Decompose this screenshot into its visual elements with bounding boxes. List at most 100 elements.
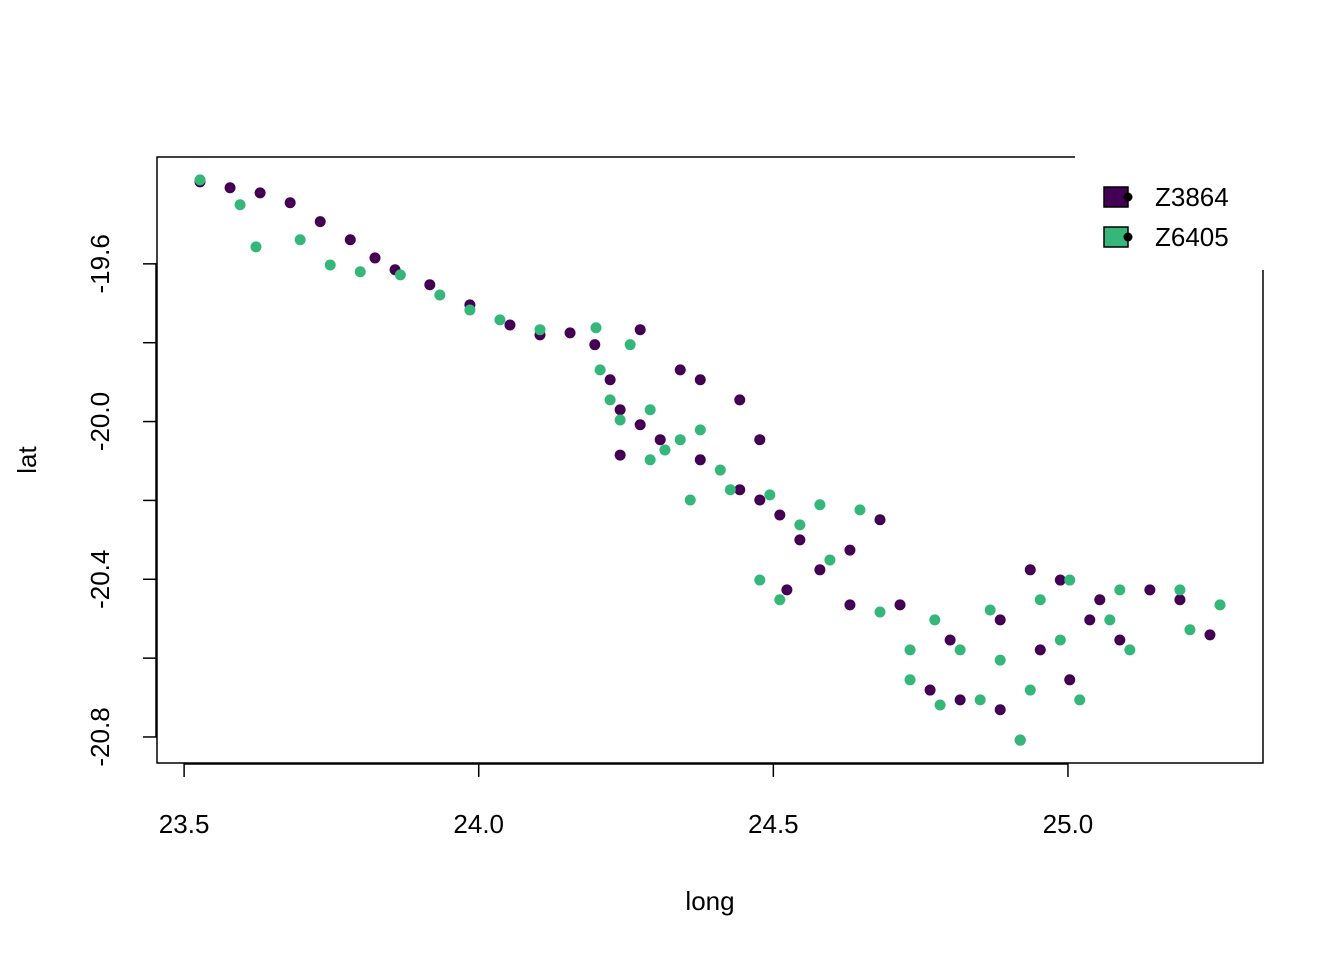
point <box>594 364 606 376</box>
point <box>369 252 381 264</box>
point <box>1174 594 1186 606</box>
point <box>954 644 966 656</box>
point <box>1034 594 1046 606</box>
point <box>589 339 601 351</box>
point <box>984 604 996 616</box>
point <box>774 509 786 521</box>
point <box>894 599 906 611</box>
point <box>824 554 836 566</box>
point <box>1024 564 1036 576</box>
point <box>1024 684 1036 696</box>
point <box>494 314 506 326</box>
legend-point <box>1123 192 1133 202</box>
point <box>954 694 966 706</box>
point <box>284 197 296 209</box>
point <box>904 674 916 686</box>
point <box>504 319 516 331</box>
point <box>724 484 736 496</box>
point <box>1094 594 1106 606</box>
point <box>590 322 602 334</box>
point <box>694 424 706 436</box>
legend-background <box>1075 156 1264 270</box>
point <box>794 534 806 546</box>
point <box>394 269 406 281</box>
x-tick-label: 24.5 <box>748 809 799 839</box>
point <box>1054 574 1066 586</box>
legend-label: Z3864 <box>1155 182 1229 212</box>
point <box>684 494 696 506</box>
point <box>614 414 626 426</box>
x-tick-label: 24.0 <box>453 809 504 839</box>
point <box>1144 584 1156 596</box>
point <box>534 324 546 336</box>
point <box>844 599 856 611</box>
point <box>754 494 766 506</box>
point <box>814 499 826 511</box>
point <box>434 289 446 301</box>
plot-frame <box>156 156 1264 764</box>
x-tick-label: 25.0 <box>1043 809 1094 839</box>
point <box>324 259 336 271</box>
point <box>194 174 206 186</box>
point <box>604 374 616 386</box>
x-tick-label: 23.5 <box>159 809 210 839</box>
point <box>854 504 866 516</box>
point <box>1074 694 1086 706</box>
point <box>754 574 766 586</box>
point <box>734 394 746 406</box>
point <box>1124 644 1136 656</box>
point <box>944 634 956 646</box>
x-axis-title: long <box>685 886 734 916</box>
point <box>624 339 636 351</box>
point <box>424 279 436 291</box>
point <box>714 464 726 476</box>
point <box>644 454 656 466</box>
point <box>1214 599 1226 611</box>
point <box>1034 644 1046 656</box>
point <box>874 606 886 618</box>
point <box>974 694 986 706</box>
point <box>1064 674 1076 686</box>
point <box>934 699 946 711</box>
point <box>694 374 706 386</box>
point <box>644 404 656 416</box>
point <box>1204 629 1216 641</box>
point <box>754 434 766 446</box>
point <box>294 234 306 246</box>
point <box>764 489 776 501</box>
point <box>781 584 793 596</box>
point <box>1104 614 1116 626</box>
point <box>344 234 356 246</box>
point <box>694 454 706 466</box>
point <box>929 614 941 626</box>
point <box>604 394 616 406</box>
legend-label: Z6405 <box>1155 222 1229 252</box>
point <box>1064 574 1076 586</box>
point <box>250 241 262 253</box>
point <box>1054 634 1066 646</box>
point <box>234 199 246 211</box>
y-tick-label: -19.6 <box>85 234 115 293</box>
point <box>314 216 326 228</box>
point <box>774 594 786 606</box>
point <box>464 304 476 316</box>
point <box>874 514 886 526</box>
point <box>224 182 236 194</box>
point <box>614 449 626 461</box>
y-tick-label: -20.8 <box>85 707 115 766</box>
point <box>1184 624 1196 636</box>
point <box>254 187 266 199</box>
point <box>1174 584 1186 596</box>
point <box>994 704 1006 716</box>
point <box>564 327 576 339</box>
point <box>1114 634 1126 646</box>
point <box>1084 614 1096 626</box>
point <box>994 654 1006 666</box>
point <box>1114 584 1126 596</box>
y-tick-label: -20.0 <box>85 392 115 451</box>
point <box>654 434 666 446</box>
point <box>659 444 671 456</box>
point <box>794 519 806 531</box>
point <box>674 434 686 446</box>
